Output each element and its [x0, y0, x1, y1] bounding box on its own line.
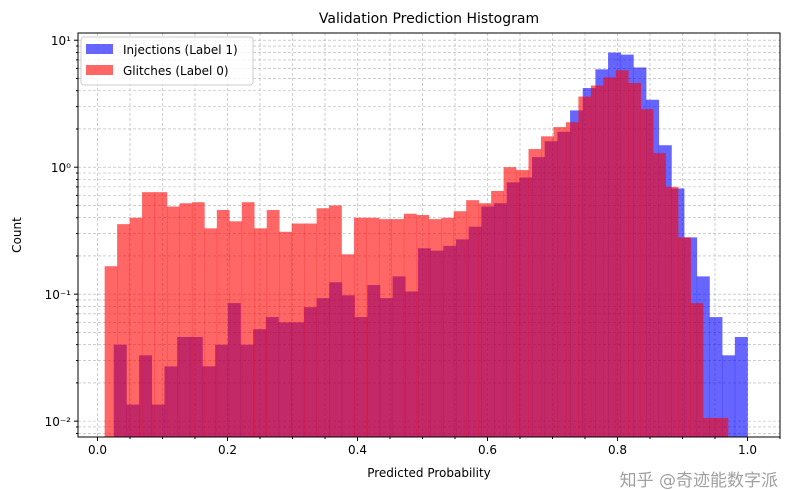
- histogram-bar-glitches: [603, 77, 617, 438]
- histogram-bar-glitches: [453, 211, 467, 437]
- y-tick-label: 10⁰: [51, 161, 71, 175]
- y-tick-label: 10⁻¹: [45, 288, 72, 302]
- histogram-bar-glitches: [291, 223, 305, 437]
- y-axis-label: Count: [10, 217, 24, 253]
- axes-frame: [77, 32, 781, 438]
- legend-label-injections: Injections (Label 1): [123, 43, 238, 57]
- ticks: 0.0 0.2 0.4 0.6 0.8 1.0 10⁻² 10⁻¹ 10⁰ 10¹: [45, 34, 781, 457]
- chart-title: Validation Prediction Histogram: [319, 11, 539, 27]
- bars: [104, 52, 748, 438]
- x-tick-label: 0.0: [88, 443, 107, 457]
- histogram-bar-glitches: [628, 83, 642, 437]
- histogram-bar-glitches: [640, 109, 654, 437]
- x-tick-label: 1.0: [738, 443, 757, 457]
- histogram-bar-glitches: [516, 170, 529, 437]
- histogram-bar-glitches: [304, 223, 317, 437]
- histogram-bar-glitches: [341, 254, 355, 437]
- histogram-bar-injections: [709, 317, 723, 437]
- histogram-bar-glitches: [528, 149, 542, 438]
- histogram-bar-glitches: [104, 266, 118, 437]
- x-tick-label: 0.4: [348, 443, 367, 457]
- histogram-bar-glitches: [466, 200, 479, 437]
- histogram-bar-glitches: [142, 192, 155, 437]
- histogram-bar-glitches: [179, 203, 193, 437]
- histogram-bar-glitches: [279, 231, 292, 437]
- histogram-bar-glitches: [241, 202, 255, 437]
- watermark: 知乎 @奇迹能数字派: [620, 471, 778, 490]
- legend-swatch-glitches: [86, 65, 113, 75]
- histogram-bar-glitches: [117, 224, 130, 437]
- histogram-bar-glitches: [578, 96, 592, 437]
- legend-label-glitches: Glitches (Label 0): [123, 64, 229, 78]
- x-tick-label: 0.2: [218, 443, 237, 457]
- histogram-bar-glitches: [540, 136, 554, 437]
- histogram-bar-glitches: [166, 206, 180, 437]
- histogram-bar-glitches: [678, 237, 691, 437]
- histogram-bar-glitches: [715, 417, 729, 437]
- histogram-bar-glitches: [216, 210, 230, 437]
- histogram-bar-glitches: [478, 203, 492, 437]
- histogram-bar-glitches: [266, 210, 280, 437]
- histogram-bar-glitches: [154, 192, 168, 437]
- histogram-bar-glitches: [653, 153, 666, 437]
- histogram-bar-glitches: [229, 221, 243, 437]
- histogram-bar-glitches: [329, 205, 342, 437]
- histogram-bar-glitches: [428, 219, 442, 437]
- histogram-bar-glitches: [553, 127, 567, 438]
- legend-swatch-injections: [86, 44, 113, 54]
- x-tick-label: 0.6: [478, 443, 497, 457]
- histogram-bar-glitches: [565, 122, 579, 438]
- histogram-bar-glitches: [665, 186, 679, 437]
- histogram-bar-glitches: [191, 202, 205, 437]
- histogram-bar-glitches: [503, 167, 517, 437]
- histogram-bar-glitches: [391, 219, 405, 437]
- y-tick-label: 10⁻²: [45, 415, 72, 429]
- histogram-bar-glitches: [366, 217, 380, 437]
- histogram-bar-glitches: [441, 217, 455, 437]
- histogram-bar-injections: [722, 355, 736, 437]
- histogram-bar-glitches: [254, 228, 268, 437]
- histogram-bar-glitches: [690, 303, 704, 437]
- histogram-bar-glitches: [378, 219, 392, 437]
- histogram-bar-glitches: [129, 217, 143, 437]
- x-axis-label: Predicted Probability: [367, 466, 491, 480]
- histogram-bar-glitches: [416, 215, 430, 437]
- histogram-bar-glitches: [703, 417, 716, 437]
- histogram-bar-glitches: [316, 208, 330, 437]
- legend: Injections (Label 1) Glitches (Label 0): [80, 36, 254, 86]
- histogram-bar-glitches: [491, 190, 504, 437]
- histogram-bar-glitches: [615, 70, 629, 437]
- x-tick-label: 0.8: [608, 443, 627, 457]
- histogram-bar-glitches: [204, 228, 218, 437]
- y-tick-label: 10¹: [51, 34, 71, 48]
- histogram-bar-glitches: [590, 85, 604, 438]
- histogram-bar-injections: [734, 336, 748, 437]
- histogram-bar-glitches: [353, 217, 367, 437]
- histogram-bar-glitches: [403, 213, 417, 437]
